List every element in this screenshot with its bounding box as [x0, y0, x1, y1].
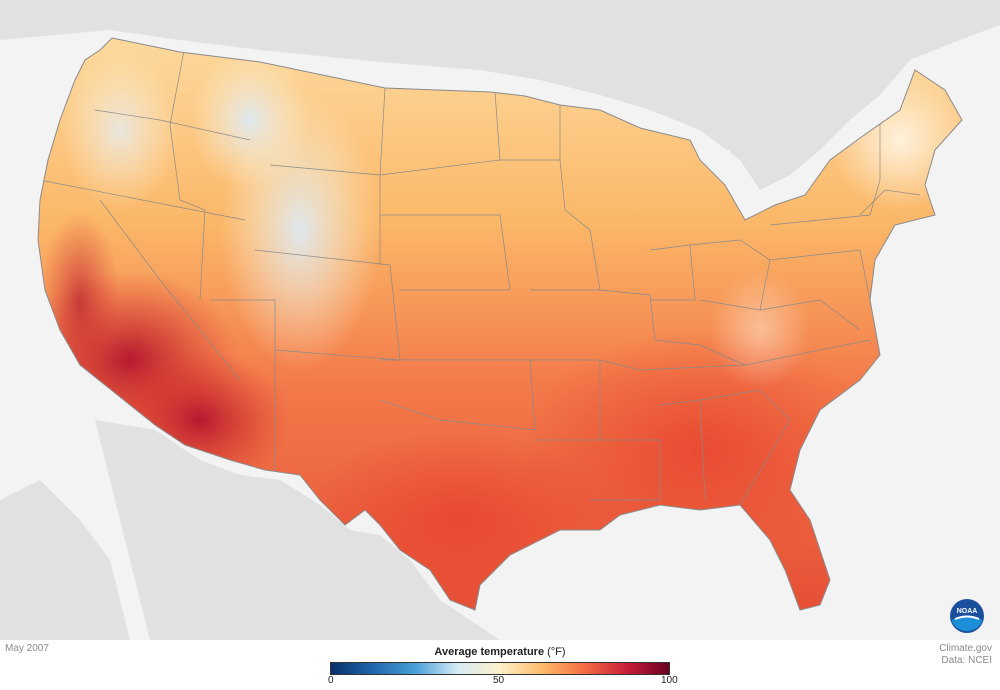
date-label: May 2007	[5, 643, 49, 654]
surrounding-land	[0, 0, 1000, 640]
legend-color-bar	[330, 662, 670, 675]
credit: Climate.gov Data: NCEI	[939, 643, 992, 667]
legend-tick-min: 0	[328, 675, 334, 686]
state-borders	[39, 44, 921, 506]
credit-source: Data: NCEI	[941, 655, 992, 666]
legend-tick-max: 100	[661, 675, 678, 686]
temperature-map: NOAA	[0, 0, 1000, 640]
noaa-logo-icon: NOAA	[950, 599, 984, 633]
footer: May 2007 Average temperature (°F) 0 50 1…	[0, 640, 1000, 690]
map-canvas	[0, 0, 1000, 640]
credit-site: Climate.gov	[939, 643, 992, 654]
legend-title-text: Average temperature	[434, 646, 545, 658]
legend-tick-mid: 50	[493, 675, 505, 686]
noaa-logo-text: NOAA	[957, 608, 978, 615]
legend-title: Average temperature (°F)	[330, 646, 670, 658]
legend-unit: (°F)	[547, 646, 566, 658]
